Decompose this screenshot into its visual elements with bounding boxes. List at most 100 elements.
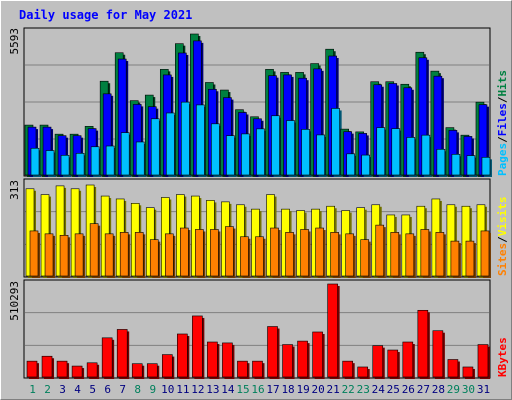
bar-pages [301, 129, 310, 176]
day-label: 7 [119, 383, 126, 396]
day-label: 16 [251, 383, 264, 396]
bar-pages [451, 154, 461, 176]
panel-bottom-max-label: 510293 [8, 281, 21, 321]
bar-kbytes [131, 363, 143, 378]
legend-sep-1: / [496, 136, 509, 143]
bar-pages [105, 145, 115, 176]
bar-kbytes [282, 344, 293, 378]
bar-pages [60, 155, 70, 176]
bar-sites [89, 223, 99, 277]
bar-kbytes [297, 340, 308, 378]
day-label: 6 [104, 383, 111, 396]
bar-pages [181, 101, 190, 176]
bar-sites [210, 229, 219, 277]
bar-sites [300, 229, 309, 277]
panel-middle-bars [25, 184, 491, 278]
chart-title: Daily usage for May 2021 [19, 8, 192, 22]
bar-kbytes [432, 330, 444, 378]
bar-pages [421, 134, 431, 176]
bar-kbytes [402, 341, 414, 378]
bar-kbytes [116, 329, 128, 378]
bar-pages [45, 150, 55, 176]
bar-pages [196, 104, 205, 176]
bar-sites [330, 232, 339, 277]
day-label: 22 [342, 383, 355, 396]
bar-pages [316, 134, 325, 176]
bar-kbytes [327, 283, 338, 378]
bar-kbytes [26, 360, 38, 378]
bar-kbytes [161, 354, 173, 378]
bar-sites [104, 233, 114, 277]
bar-sites [465, 240, 475, 277]
day-label: 11 [176, 383, 189, 396]
bar-kbytes [101, 337, 113, 378]
bar-sites [270, 227, 279, 277]
bar-sites [375, 224, 385, 277]
bar-kbytes [417, 309, 429, 378]
bar-pages [271, 115, 280, 176]
bar-kbytes [41, 355, 53, 378]
day-label: 17 [266, 383, 279, 396]
bar-pages [436, 148, 446, 176]
panel-top-legend: Pages/Files/Hits [496, 70, 509, 176]
bar-pages [331, 108, 340, 176]
panel-top-bars [24, 33, 492, 178]
bar-pages [226, 135, 235, 176]
bar-sites [315, 227, 324, 277]
day-label: 8 [134, 383, 141, 396]
bar-kbytes [477, 344, 489, 378]
bar-pages [135, 141, 145, 176]
panel-bottom-bars [26, 283, 490, 379]
panel-middle-max-label: 313 [8, 180, 21, 200]
bar-pages [391, 128, 401, 176]
day-label: 3 [59, 383, 66, 396]
bar-pages [256, 128, 265, 176]
bar-pages [376, 127, 386, 176]
day-label: 18 [281, 383, 294, 396]
legend-files: Files [496, 103, 509, 136]
bar-sites [29, 230, 39, 277]
bar-sites [119, 232, 129, 277]
bar-kbytes [56, 360, 68, 378]
bar-sites [74, 233, 84, 277]
day-label: 25 [387, 383, 400, 396]
bar-kbytes [357, 366, 369, 378]
day-label: 10 [161, 383, 174, 396]
bar-sites [405, 233, 415, 277]
bar-kbytes [222, 342, 233, 378]
day-label: 1 [29, 383, 36, 396]
day-label: 15 [236, 383, 249, 396]
bar-pages [241, 133, 250, 176]
bar-sites [450, 240, 460, 277]
bar-pages [406, 137, 416, 176]
bar-pages [120, 132, 130, 176]
day-label: 31 [477, 383, 490, 396]
bar-kbytes [312, 331, 323, 378]
legend-hits: Hits [496, 70, 509, 97]
bar-sites [255, 236, 264, 277]
bar-kbytes [207, 341, 218, 378]
bar-pages [211, 123, 220, 176]
bar-sites [420, 229, 430, 277]
day-label: 29 [447, 383, 460, 396]
panel-top: 5593 Pages/Files/Hits [8, 27, 509, 178]
bar-pages [361, 154, 371, 176]
bar-sites [480, 230, 490, 277]
legend-kbytes: KBytes [496, 337, 509, 377]
day-label: 30 [462, 383, 475, 396]
bar-kbytes [71, 365, 83, 378]
day-label: 13 [206, 383, 219, 396]
bar-pages [90, 146, 100, 176]
day-label: 20 [312, 383, 325, 396]
legend-visits: Visits [496, 197, 509, 237]
bar-kbytes [252, 360, 263, 378]
bar-pages [165, 112, 175, 176]
legend-sep-3: / [496, 236, 509, 243]
panel-bottom: 510293 KBytes [8, 279, 509, 379]
day-label: 14 [221, 383, 235, 396]
day-label: 2 [44, 383, 51, 396]
day-labels: 1 2 3 4 5 6 7 8 9 10 11 12 13 14 15 16 17 18 19 20 21 22 23 24 2… [29, 383, 490, 396]
bar-sites [164, 233, 174, 277]
bar-pages [30, 147, 40, 176]
